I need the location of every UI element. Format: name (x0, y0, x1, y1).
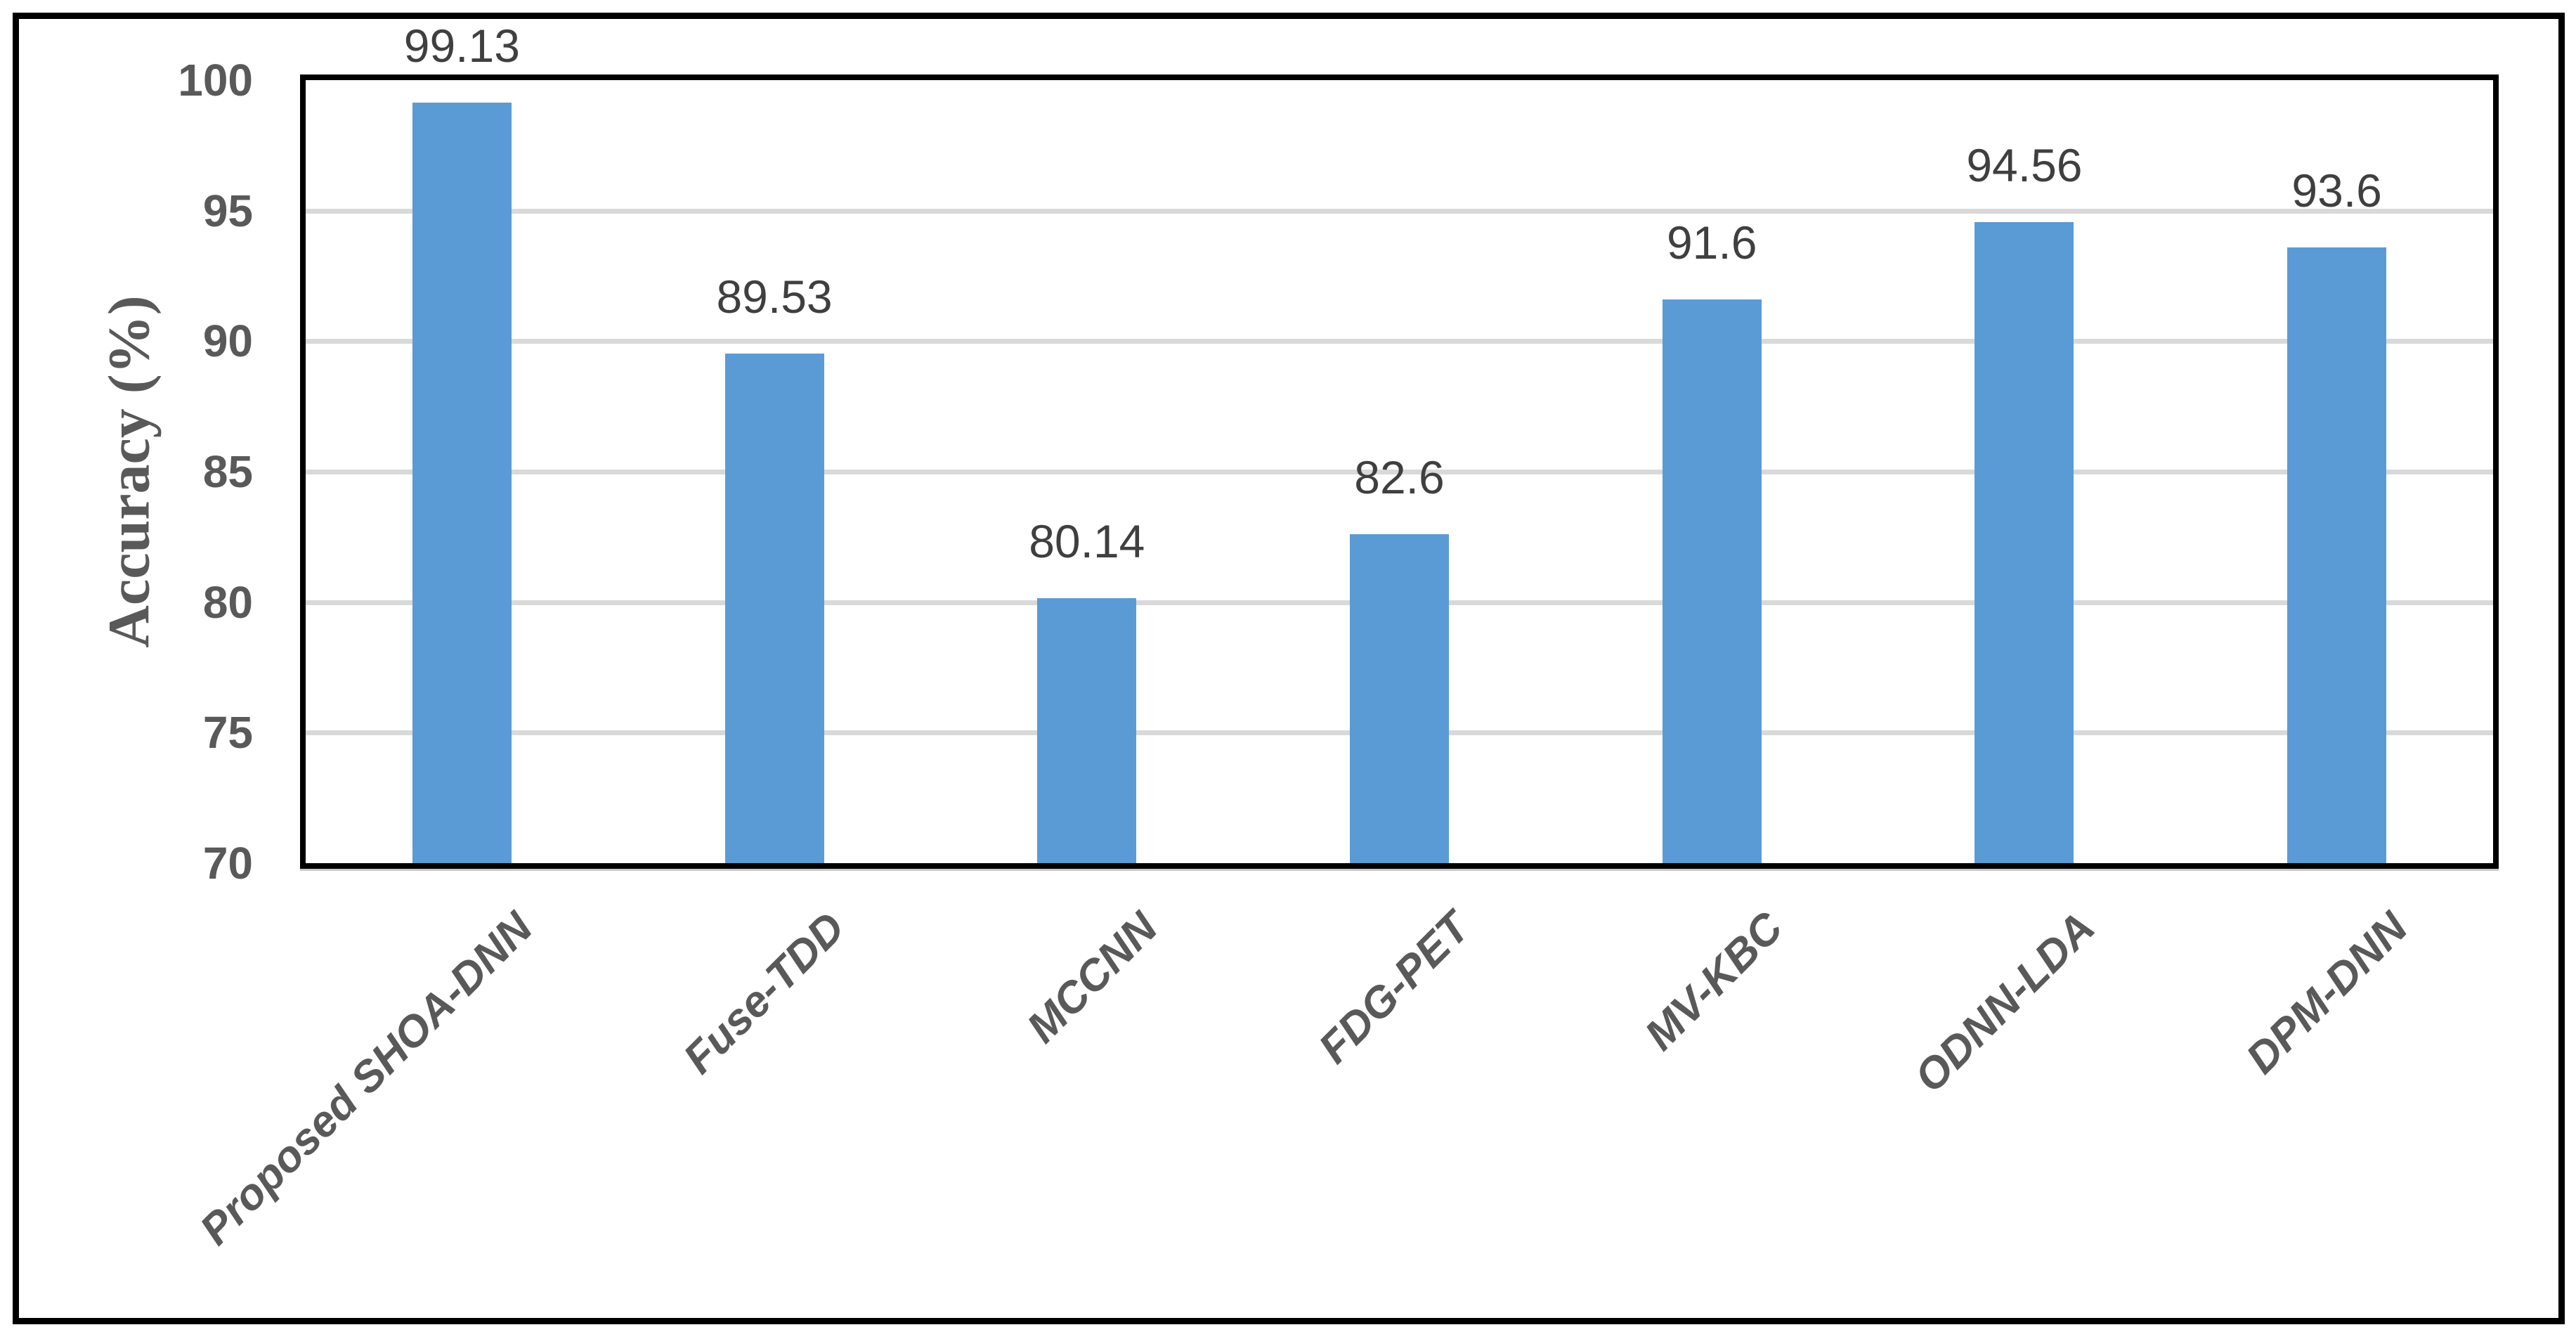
plot-area (300, 75, 2499, 869)
y-tick-label-95: 95 (202, 185, 253, 236)
gridline-90 (306, 339, 2493, 344)
x-category-label: Proposed SHOA-DNN (190, 903, 542, 1255)
data-label: 80.14 (1029, 515, 1145, 568)
bar-MCCNN (1037, 598, 1137, 863)
gridline-95 (306, 208, 2493, 214)
x-category-label: DPM-DNN (2237, 903, 2417, 1083)
x-category-label: Fuse-TDD (675, 903, 854, 1083)
y-tick-label-70: 70 (202, 838, 253, 888)
y-tick-label-75: 75 (202, 707, 253, 758)
x-category-label: MCCNN (1017, 903, 1167, 1052)
bar-MV-KBC (1662, 299, 1762, 863)
bar-FDG-PET (1350, 534, 1449, 863)
x-category-label: ODNN-LDA (1906, 903, 2105, 1102)
data-label: 99.13 (403, 20, 520, 72)
data-label: 94.56 (1966, 139, 2083, 191)
bar-ODNN-LDA (1975, 222, 2074, 863)
x-category-label: FDG-PET (1310, 903, 1480, 1073)
y-tick-label-80: 80 (202, 576, 253, 628)
gridline-85 (306, 470, 2493, 474)
data-label: 93.6 (2291, 164, 2382, 216)
x-category-label: MV-KBC (1635, 903, 1793, 1060)
y-tick-label-100: 100 (178, 55, 253, 105)
data-label: 91.6 (1666, 216, 1757, 269)
y-tick-label-85: 85 (202, 446, 253, 497)
bar-Proposed SHOA-DNN (412, 103, 512, 863)
bar-Fuse-TDD (724, 353, 824, 863)
x-axis-line (300, 869, 2499, 871)
y-tick-label-90: 90 (202, 316, 253, 367)
bar-DPM-DNN (2287, 247, 2387, 863)
data-label: 82.6 (1354, 451, 1445, 504)
data-label: 89.53 (716, 270, 833, 323)
